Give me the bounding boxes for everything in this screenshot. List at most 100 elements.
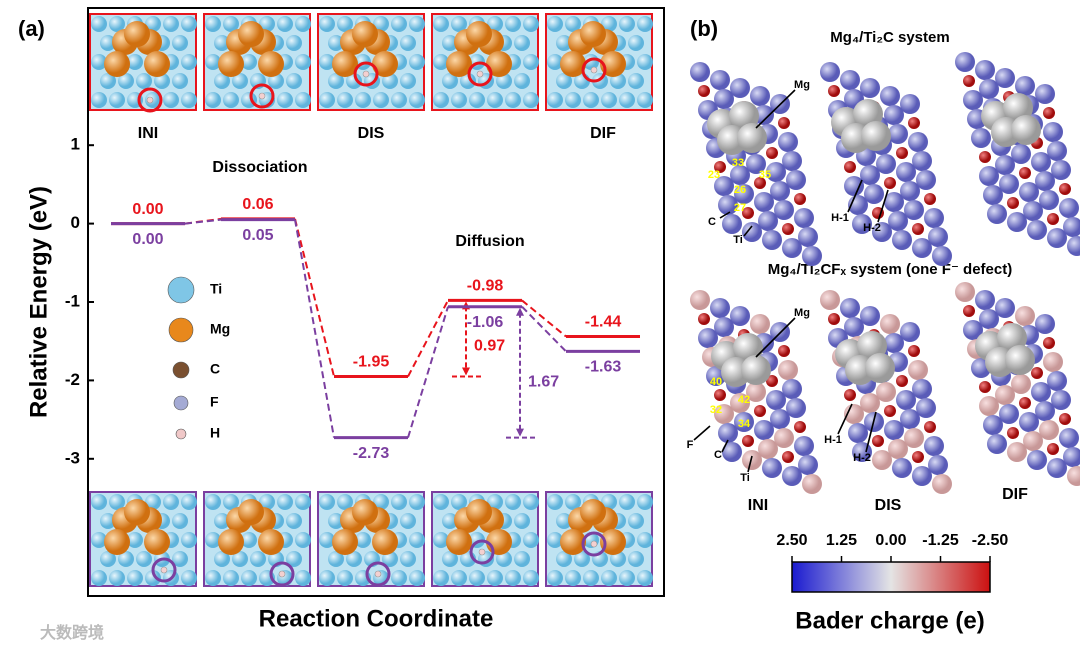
- surface-atom: [778, 117, 790, 129]
- ti-atom: [109, 92, 125, 108]
- y-tick-label: 0: [71, 213, 80, 232]
- ti-atom: [547, 494, 563, 510]
- ti-atom: [319, 570, 335, 586]
- surface-atom: [754, 192, 774, 212]
- surface-atom: [794, 436, 814, 456]
- mg-cluster-atom: [1005, 345, 1035, 375]
- colorbar-tick-label: -2.50: [972, 532, 1009, 549]
- system-title: Mg₄/Ti₂CFₓ system (one F⁻ defect): [768, 261, 1012, 278]
- structure-snapshot: [545, 13, 653, 111]
- ti-atom: [328, 551, 344, 567]
- surface-atom: [802, 246, 822, 266]
- ti-atom: [241, 54, 257, 70]
- cluster: [690, 62, 822, 266]
- ti-atom: [181, 494, 197, 510]
- atom-label: H-1: [824, 434, 842, 446]
- ti-atom: [268, 73, 284, 89]
- surface-atom: [734, 412, 754, 432]
- ti-atom: [391, 570, 407, 586]
- ti-atom: [337, 494, 353, 510]
- ti-atom: [295, 92, 311, 108]
- ti-atom: [127, 54, 143, 70]
- site-marker: [249, 83, 275, 109]
- ti-atom: [181, 532, 197, 548]
- ti-atom: [241, 532, 257, 548]
- ti-atom: [127, 570, 143, 586]
- ti-atom: [91, 16, 107, 32]
- surface-atom: [714, 389, 726, 401]
- mg-atom: [486, 529, 512, 555]
- legend-atom: [172, 361, 190, 379]
- ti-atom: [451, 92, 467, 108]
- surface-atom: [794, 421, 806, 433]
- surface-atom: [900, 322, 920, 342]
- surface-atom: [1047, 443, 1059, 455]
- ti-atom: [628, 513, 644, 529]
- surface-atom: [995, 298, 1015, 318]
- ti-atom: [205, 494, 221, 510]
- surface-atom: [971, 128, 991, 148]
- ti-atom: [223, 494, 239, 510]
- ti-atom: [514, 551, 530, 567]
- surface-atom: [904, 200, 924, 220]
- mg-atom: [466, 499, 492, 525]
- surface-atom: [722, 442, 742, 462]
- surface-atom: [908, 360, 928, 380]
- ti-atom: [469, 92, 485, 108]
- surface-atom: [975, 60, 995, 80]
- atom-label: C: [714, 449, 722, 461]
- ti-atom: [487, 92, 503, 108]
- ti-atom: [565, 92, 581, 108]
- ti-atom: [505, 16, 521, 32]
- surface-atom: [758, 211, 778, 231]
- surface-atom: [1051, 390, 1071, 410]
- surface-atom: [872, 450, 892, 470]
- surface-atom: [698, 328, 718, 348]
- ti-atom: [487, 16, 503, 32]
- surface-atom: [995, 155, 1015, 175]
- surface-atom: [1007, 212, 1027, 232]
- surface-atom: [1059, 198, 1079, 218]
- legend-label: Ti: [210, 281, 222, 297]
- surface-atom: [963, 75, 975, 87]
- ti-atom: [628, 73, 644, 89]
- value-label: -1.44: [585, 314, 622, 331]
- mg-atom: [124, 499, 150, 525]
- ti-atom: [181, 92, 197, 108]
- surface-atom: [888, 124, 908, 144]
- ti-atom: [565, 570, 581, 586]
- pointer: [719, 211, 731, 219]
- mg-atom: [332, 529, 358, 555]
- surface-atom: [848, 423, 868, 443]
- surface-atom: [1063, 217, 1080, 237]
- ti-atom: [223, 570, 239, 586]
- mg-atom: [218, 51, 244, 77]
- ti-atom: [505, 92, 521, 108]
- surface-atom: [1031, 367, 1043, 379]
- connector: [407, 306, 449, 438]
- surface-atom: [798, 455, 818, 475]
- ti-atom: [556, 551, 572, 567]
- surface-atom: [983, 185, 1003, 205]
- ti-atom: [601, 570, 617, 586]
- surface-atom: [896, 375, 908, 387]
- ti-atom: [373, 92, 389, 108]
- structure-snapshot: [89, 13, 197, 113]
- surface-atom: [1031, 152, 1051, 172]
- surface-atom: [750, 86, 770, 106]
- surface-atom: [766, 375, 778, 387]
- surface-atom: [802, 474, 822, 494]
- ti-atom: [328, 73, 344, 89]
- legend-label: C: [210, 361, 220, 377]
- ti-atom: [163, 16, 179, 32]
- surface-atom: [888, 211, 908, 231]
- ti-atom: [409, 532, 425, 548]
- surface-atom: [742, 207, 754, 219]
- surface-atom: [782, 451, 794, 463]
- surface-atom: [1035, 314, 1055, 334]
- surface-atom: [924, 421, 936, 433]
- surface-atom: [844, 161, 856, 173]
- surface-atom: [710, 70, 730, 90]
- h-atom: [590, 540, 598, 548]
- ti-atom: [100, 551, 116, 567]
